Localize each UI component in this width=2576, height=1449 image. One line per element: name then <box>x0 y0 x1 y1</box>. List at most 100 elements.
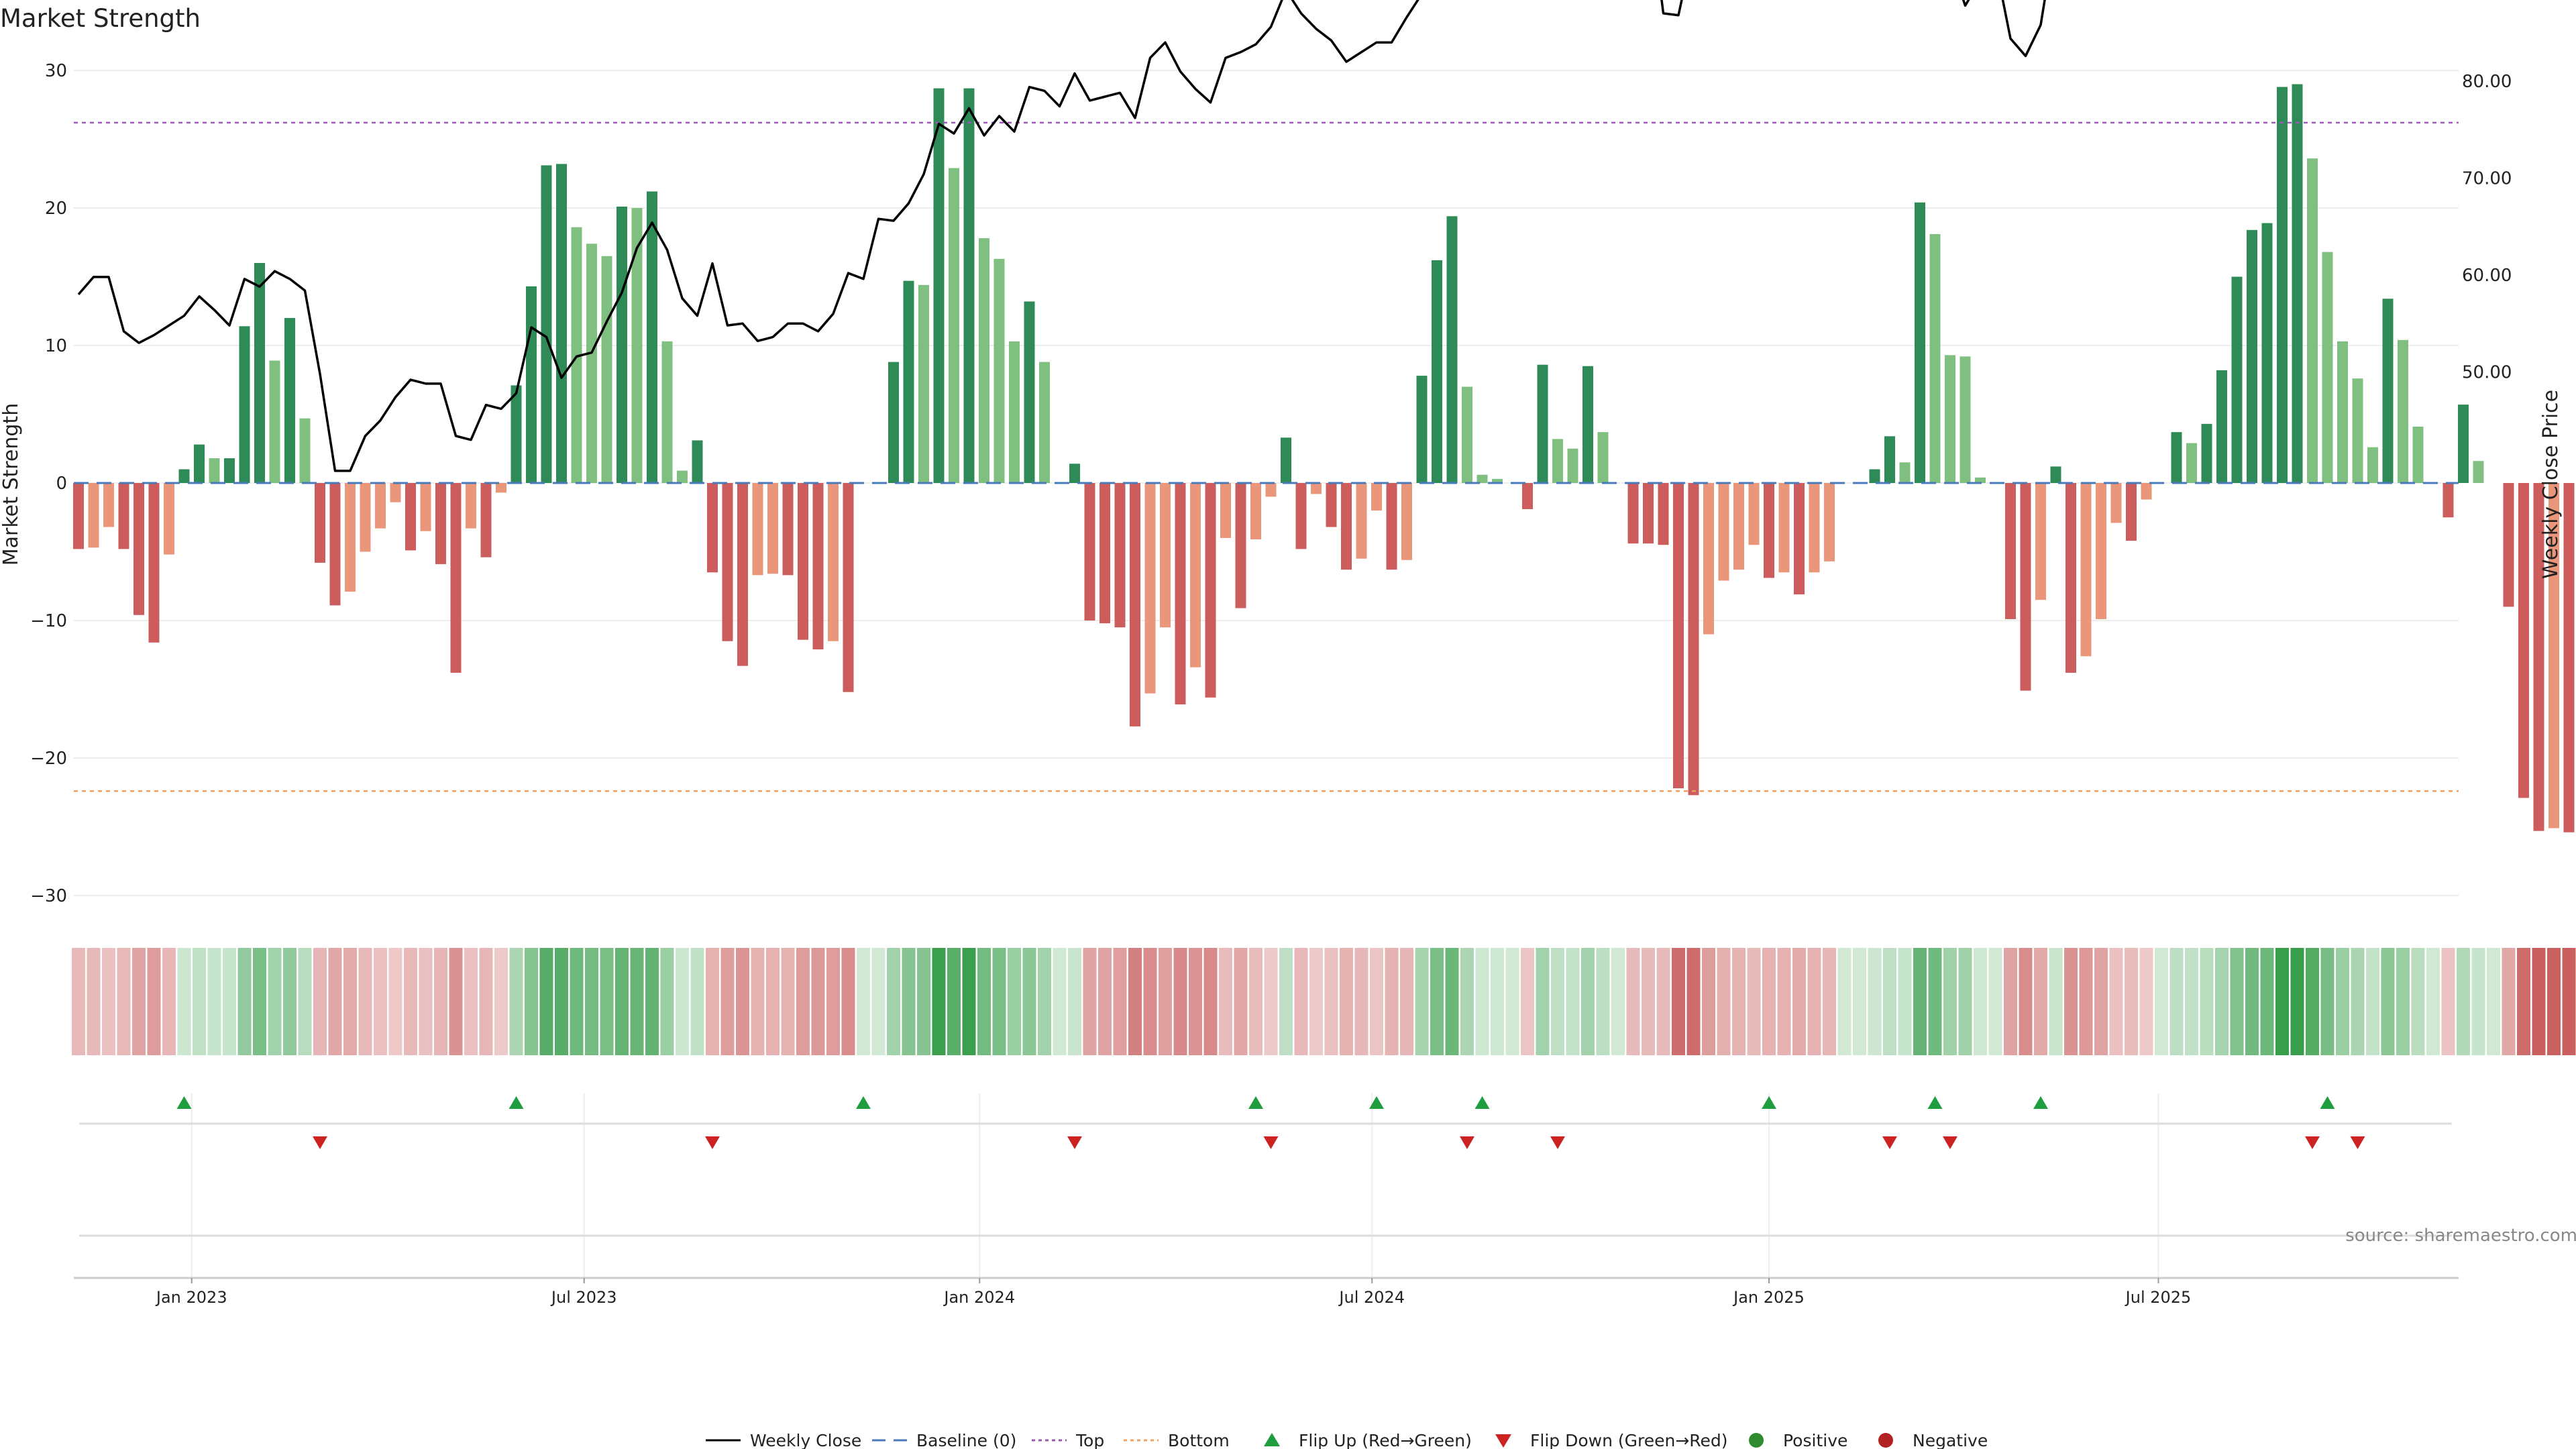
legend-label: Top <box>1075 1431 1104 1449</box>
strength-bar <box>435 483 446 564</box>
heat-cell <box>932 948 946 1055</box>
heat-cell <box>2290 948 2304 1055</box>
heat-cell <box>660 948 674 1055</box>
heat-cell <box>570 948 584 1055</box>
strength-bar <box>903 280 914 483</box>
heat-cell <box>1264 948 1278 1055</box>
heat-cell <box>2109 948 2123 1055</box>
strength-bar <box>1311 483 1322 494</box>
heat-cell <box>298 948 312 1055</box>
flip-up-marker <box>176 1096 192 1109</box>
heat-cell <box>1672 948 1685 1055</box>
legend-label: Flip Up (Red→Green) <box>1299 1431 1472 1449</box>
flip-up-marker <box>1248 1096 1263 1109</box>
heat-cell <box>464 948 478 1055</box>
strength-bar <box>2292 84 2303 483</box>
heat-cell <box>328 948 342 1055</box>
strength-bar <box>843 483 854 692</box>
legend-negative-swatch <box>1878 1433 1893 1448</box>
strength-bar <box>2548 483 2559 828</box>
strength-bar <box>752 483 763 576</box>
strength-bar <box>420 483 431 531</box>
strength-bar <box>2458 405 2469 483</box>
strength-bar <box>345 483 356 592</box>
heat-cell <box>1400 948 1413 1055</box>
strength-bar <box>692 440 703 483</box>
heat-cell <box>1898 948 1912 1055</box>
strength-bar <box>707 483 718 573</box>
heat-cell <box>1686 948 1701 1055</box>
flip-up-marker <box>2033 1096 2048 1109</box>
flip-down-marker <box>1943 1136 1957 1149</box>
strength-bar <box>1175 483 1186 705</box>
heat-cell <box>1309 948 1323 1055</box>
heat-cell <box>358 948 372 1055</box>
legend-label: Flip Down (Green→Red) <box>1530 1431 1728 1449</box>
strength-bar <box>2352 378 2363 483</box>
x-tick-label: Jul 2024 <box>1338 1288 1405 1307</box>
heat-cell <box>1505 948 1519 1055</box>
y-axis-label: Market Strength <box>0 403 23 566</box>
y-tick-label: 20 <box>45 199 67 219</box>
strength-bar <box>194 444 205 483</box>
flip-up-marker <box>1474 1096 1490 1109</box>
heat-cell <box>1475 948 1489 1055</box>
heat-cell <box>1068 948 1081 1055</box>
strength-bar <box>2367 447 2378 483</box>
strength-bar <box>2533 483 2544 831</box>
heat-cell <box>1566 948 1580 1055</box>
heat-cell <box>1762 948 1776 1055</box>
heat-cell <box>102 948 115 1055</box>
heat-cell <box>2457 948 2470 1055</box>
strength-bar <box>722 483 733 641</box>
strength-bar <box>918 284 929 483</box>
strength-bar <box>933 88 945 483</box>
heat-cell <box>2200 948 2214 1055</box>
heat-cell <box>1038 948 1051 1055</box>
heat-cell <box>1823 948 1836 1055</box>
legend-label: Positive <box>1783 1431 1847 1449</box>
strength-bar <box>2171 432 2182 483</box>
heat-cell <box>2532 948 2546 1055</box>
flip-down-marker <box>705 1136 720 1149</box>
heat-cell <box>2502 948 2516 1055</box>
strength-bar <box>994 258 1005 483</box>
strength-bar <box>571 227 582 483</box>
strength-bar <box>1688 483 1699 796</box>
flip-up-marker <box>856 1096 871 1109</box>
strength-bar <box>239 326 250 483</box>
flip-down-marker <box>1263 1136 1279 1149</box>
flip-markers-panel <box>79 1096 2452 1237</box>
heat-cell <box>645 948 659 1055</box>
heat-cell <box>917 948 930 1055</box>
strength-bar <box>511 385 522 483</box>
heat-cell <box>1203 948 1218 1055</box>
strength-bar <box>1160 483 1171 628</box>
strength-bar <box>405 483 416 551</box>
strength-bar <box>224 458 235 483</box>
flip-up-marker <box>2320 1096 2335 1109</box>
heat-cell <box>766 948 780 1055</box>
heat-cell <box>1883 948 1896 1055</box>
heat-cell <box>2064 948 2078 1055</box>
heat-cell <box>1324 948 1338 1055</box>
heat-cell <box>2306 948 2319 1055</box>
heat-cell <box>1717 948 1731 1055</box>
flip-down-marker <box>1460 1136 1474 1149</box>
y-axis-left: 30 20 10 0 −10 −20 −30 <box>30 61 67 906</box>
heat-cell <box>1219 948 1232 1055</box>
strength-bar <box>1915 202 1925 483</box>
strength-bar <box>1432 260 1442 483</box>
heat-cell <box>977 948 991 1055</box>
heat-cell <box>630 948 644 1055</box>
strength-bar <box>2050 466 2061 483</box>
strength-bar <box>661 341 673 483</box>
strength-bar <box>782 483 794 576</box>
heat-cell <box>162 948 176 1055</box>
strength-bar <box>2473 461 2484 483</box>
heat-cell <box>87 948 101 1055</box>
heat-cell <box>676 948 689 1055</box>
heat-cell <box>313 948 327 1055</box>
y2-tick-label: 70.00 <box>2462 169 2512 189</box>
strength-bar <box>1144 483 1156 694</box>
